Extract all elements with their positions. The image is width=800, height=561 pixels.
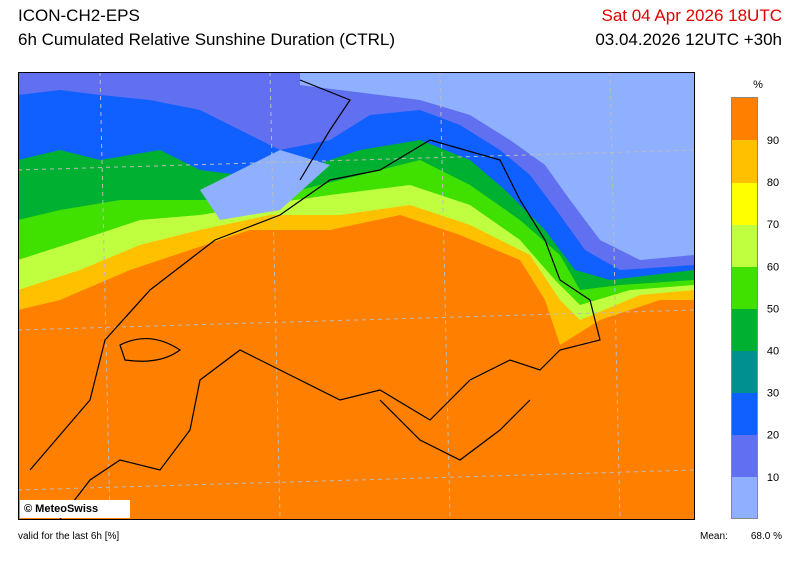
colorbar-tick-label: 40: [767, 346, 779, 358]
validity-note: valid for the last 6h [%]: [18, 531, 120, 542]
colorbar-tick-label: 70: [767, 219, 779, 231]
mean-label: Mean:: [700, 531, 728, 542]
sunshine-field: [18, 72, 694, 519]
map-frame: [18, 72, 695, 520]
colorbar: [731, 97, 758, 519]
colorbar-unit: %: [753, 79, 763, 91]
colorbar-tick-label: 30: [767, 388, 779, 400]
product-title: ICON-CH2-EPS: [18, 6, 140, 25]
mean-value: 68.0 %: [750, 531, 782, 542]
colorbar-tick-label: 50: [767, 303, 779, 315]
valid-time: Sat 04 Apr 2026 18UTC: [601, 6, 782, 25]
product-subtitle: 6h Cumulated Relative Sunshine Duration …: [18, 30, 396, 49]
colorbar-tick-label: 10: [767, 472, 779, 484]
colorbar-tick-label: 80: [767, 177, 779, 189]
credit: © MeteoSwiss: [24, 503, 98, 515]
colorbar-tick-label: 60: [767, 261, 779, 273]
colorbar-tick-label: 90: [767, 135, 779, 147]
colorbar-tick-label: 20: [767, 430, 779, 442]
credit-box: [20, 500, 130, 518]
run-time: 03.04.2026 12UTC +30h: [595, 30, 782, 49]
